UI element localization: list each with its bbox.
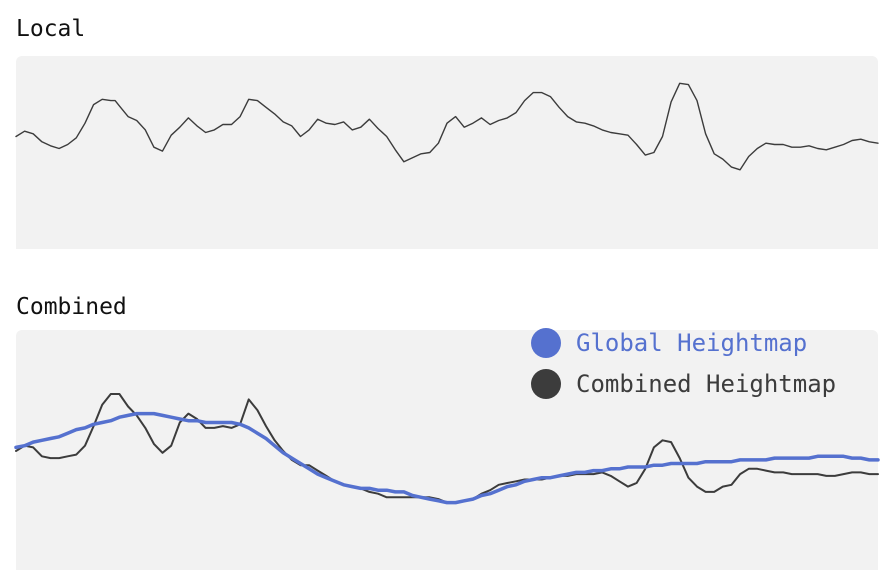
local-panel-title: Local xyxy=(16,16,86,42)
panel-1-terrain-fill xyxy=(16,394,878,570)
legend-global-label: Global Heightmap xyxy=(576,329,807,357)
legend-combined-label: Combined Heightmap xyxy=(576,370,836,398)
legend: Global Heightmap Combined Heightmap xyxy=(531,328,836,399)
combined-panel xyxy=(14,330,880,570)
legend-combined-marker xyxy=(531,369,561,399)
panel-1-series-0-line xyxy=(14,411,880,505)
legend-global-marker xyxy=(531,328,561,358)
combined-panel-title: Combined xyxy=(16,294,127,320)
local-panel xyxy=(15,56,879,249)
panel-0-series-0-line xyxy=(15,82,879,171)
